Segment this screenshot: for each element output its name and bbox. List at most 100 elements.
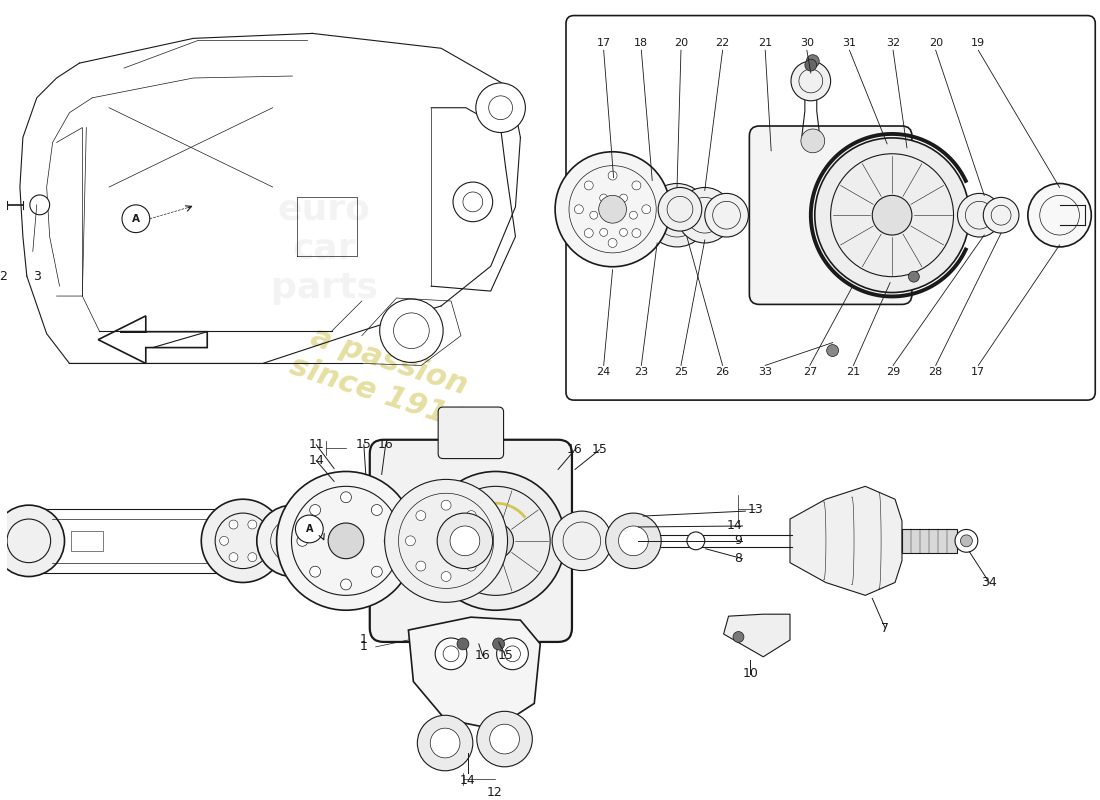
Circle shape [476,536,486,546]
Circle shape [450,526,480,556]
Circle shape [341,579,351,590]
Text: 33: 33 [758,367,772,378]
Circle shape [632,229,641,238]
Circle shape [493,638,505,650]
Circle shape [733,631,744,642]
Circle shape [417,715,473,770]
Text: A: A [132,214,140,224]
Circle shape [257,536,266,546]
Circle shape [641,205,651,214]
Circle shape [310,505,320,515]
Circle shape [220,536,229,546]
Circle shape [618,526,648,556]
Text: 22: 22 [715,38,729,48]
Circle shape [437,513,493,569]
Text: 1: 1 [360,640,367,654]
Circle shape [297,535,308,546]
Text: 20: 20 [928,38,943,48]
Circle shape [406,536,416,546]
Circle shape [476,711,532,767]
Circle shape [372,566,383,577]
Circle shape [552,511,612,570]
Circle shape [806,54,820,67]
Text: 19: 19 [971,38,986,48]
Text: 14: 14 [308,454,324,467]
Circle shape [453,182,493,222]
Circle shape [584,181,593,190]
Text: 23: 23 [635,367,648,378]
Circle shape [490,724,519,754]
Text: 16: 16 [568,443,583,456]
Text: a passion
since 1914: a passion since 1914 [286,319,481,436]
Text: 10: 10 [742,667,758,680]
Circle shape [983,198,1019,233]
Circle shape [598,195,627,223]
Circle shape [584,229,593,238]
Circle shape [872,195,912,235]
Circle shape [296,515,323,543]
Text: 16: 16 [377,438,394,451]
Text: 1: 1 [360,634,367,646]
Circle shape [372,505,383,515]
Circle shape [30,195,50,214]
Text: 11: 11 [308,438,324,451]
Text: A: A [306,524,313,534]
Circle shape [416,561,426,571]
Text: 15: 15 [356,438,372,451]
Circle shape [122,205,150,233]
Circle shape [600,229,607,236]
Circle shape [619,194,627,202]
Text: 29: 29 [886,367,900,378]
Circle shape [384,535,395,546]
Circle shape [248,520,256,529]
Circle shape [416,510,426,521]
Circle shape [791,61,830,101]
Circle shape [441,571,451,582]
Circle shape [705,194,748,237]
Text: 18: 18 [635,38,648,48]
Circle shape [619,229,627,236]
FancyBboxPatch shape [438,407,504,458]
Text: euro
car
parts: euro car parts [271,192,377,305]
Text: 17: 17 [971,367,986,378]
FancyBboxPatch shape [749,126,912,305]
Text: 14: 14 [727,519,742,533]
Text: 28: 28 [928,367,943,378]
Bar [586,210,607,221]
Text: 34: 34 [981,576,997,589]
Circle shape [476,83,526,133]
Text: 16: 16 [475,650,491,662]
Circle shape [477,523,514,558]
Circle shape [909,271,920,282]
Polygon shape [790,486,902,595]
Text: 31: 31 [843,38,857,48]
Text: 9: 9 [735,534,743,547]
Circle shape [676,187,733,243]
Text: 7: 7 [881,622,889,634]
Circle shape [805,59,817,71]
Polygon shape [724,614,790,657]
Circle shape [572,174,656,257]
Text: 30: 30 [800,38,814,48]
Circle shape [496,638,528,670]
Circle shape [574,205,583,214]
Circle shape [600,194,607,202]
Text: 27: 27 [803,367,817,378]
Circle shape [556,152,670,266]
Circle shape [658,187,702,231]
Circle shape [248,553,256,562]
Text: 21: 21 [758,38,772,48]
Text: 14: 14 [460,774,476,787]
Text: 25: 25 [674,367,688,378]
Circle shape [441,500,451,510]
Circle shape [608,238,617,247]
Circle shape [955,530,978,552]
Circle shape [430,728,460,758]
Text: 13: 13 [747,502,763,516]
FancyBboxPatch shape [370,440,572,642]
Circle shape [608,171,617,180]
Text: 17: 17 [596,38,611,48]
Circle shape [1027,183,1091,247]
Circle shape [201,499,285,582]
Text: 2: 2 [0,270,7,282]
